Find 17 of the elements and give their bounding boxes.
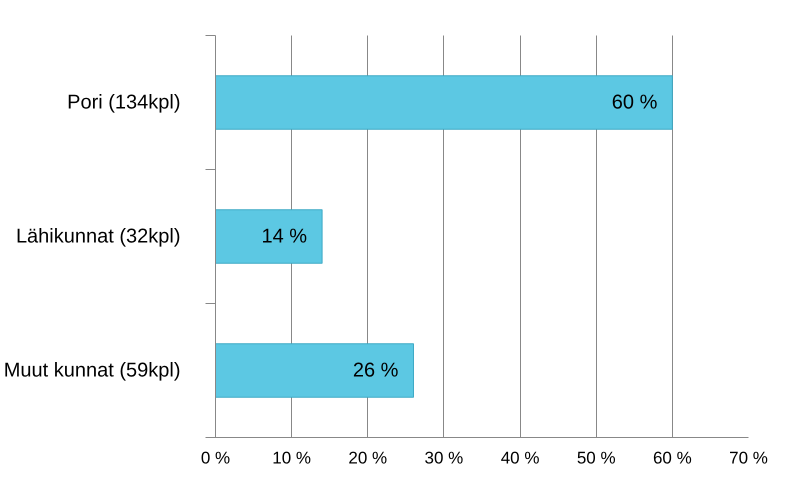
- x-tick-label: 0 %: [200, 448, 230, 468]
- data-label: 14 %: [262, 226, 308, 248]
- data-label: 60 %: [612, 92, 658, 114]
- x-tick-label: 40 %: [500, 448, 540, 468]
- x-tick-label: 10 %: [272, 448, 312, 468]
- y-tick-label: Pori (134kpl): [67, 92, 181, 114]
- bar: [216, 209, 323, 264]
- bar: [216, 343, 414, 398]
- x-tick-label: 20 %: [348, 448, 388, 468]
- y-tick-label: Muut kunnat (59kpl): [4, 360, 181, 382]
- data-label: 26 %: [352, 360, 399, 382]
- x-tick-label: 50 %: [576, 448, 616, 468]
- y-tick-label: Lähikunnat (32kpl): [16, 226, 181, 248]
- bar: [216, 75, 673, 130]
- x-tick-label: 70 %: [729, 448, 768, 468]
- x-tick-label: 30 %: [424, 448, 464, 468]
- x-tick-label: 60 %: [652, 448, 692, 468]
